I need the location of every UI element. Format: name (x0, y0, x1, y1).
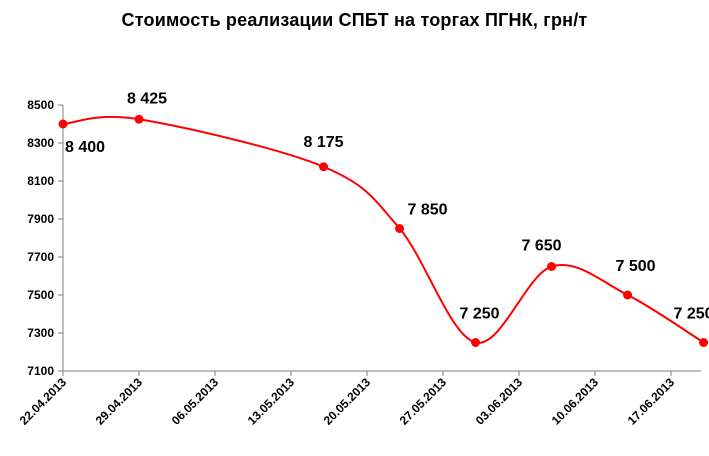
x-tick-label: 17.06.2013 (625, 375, 678, 428)
data-point (471, 338, 481, 347)
data-point (58, 119, 68, 129)
x-tick-label: 29.04.2013 (93, 375, 146, 428)
data-point (699, 338, 709, 347)
data-label: 8 400 (65, 139, 105, 156)
data-point (547, 262, 557, 271)
x-tick-label: 06.05.2013 (169, 375, 222, 428)
chart-title: Стоимость реализации СПБТ на торгах ПГНК… (121, 10, 588, 30)
series-line (62, 115, 705, 344)
x-tick-label: 03.06.2013 (473, 375, 526, 428)
data-point (623, 290, 633, 300)
data-point (319, 162, 329, 172)
data-label: 8 425 (127, 90, 167, 107)
data-label: 8 175 (304, 134, 344, 151)
y-tick-label: 7700 (27, 250, 54, 264)
x-tick-label: 13.05.2013 (245, 375, 298, 428)
series-line-group (58, 114, 709, 347)
x-tick-label: 27.05.2013 (397, 375, 450, 428)
data-point (395, 224, 405, 233)
y-axis: 7100 7300 7500 7700 7900 8100 8300 8500 (27, 98, 64, 378)
y-tick-label: 7500 (27, 288, 54, 302)
y-tick-label: 8100 (27, 174, 54, 188)
data-label: 7 250 (460, 306, 500, 323)
x-tick-label: 22.04.2013 (17, 375, 70, 428)
data-labels-group: 8 400 8 425 8 175 7 850 7 250 7 650 7 500 7 250 (65, 90, 709, 322)
x-axis: 22.04.2013 29.04.2013 06.05.2013 13.05.2013… (17, 370, 701, 428)
data-label: 7 250 (674, 306, 709, 323)
x-tick-label: 10.06.2013 (549, 375, 602, 428)
data-point (134, 114, 144, 124)
y-tick-label: 7300 (27, 326, 54, 340)
y-tick-label: 8300 (27, 136, 54, 150)
y-tick-label: 8500 (27, 98, 54, 112)
data-label: 7 850 (408, 202, 448, 219)
y-tick-label: 7100 (27, 364, 54, 378)
data-label: 7 650 (522, 238, 562, 255)
y-tick-label: 7900 (27, 212, 54, 226)
x-tick-label: 20.05.2013 (321, 375, 374, 428)
data-label: 7 500 (616, 258, 656, 275)
